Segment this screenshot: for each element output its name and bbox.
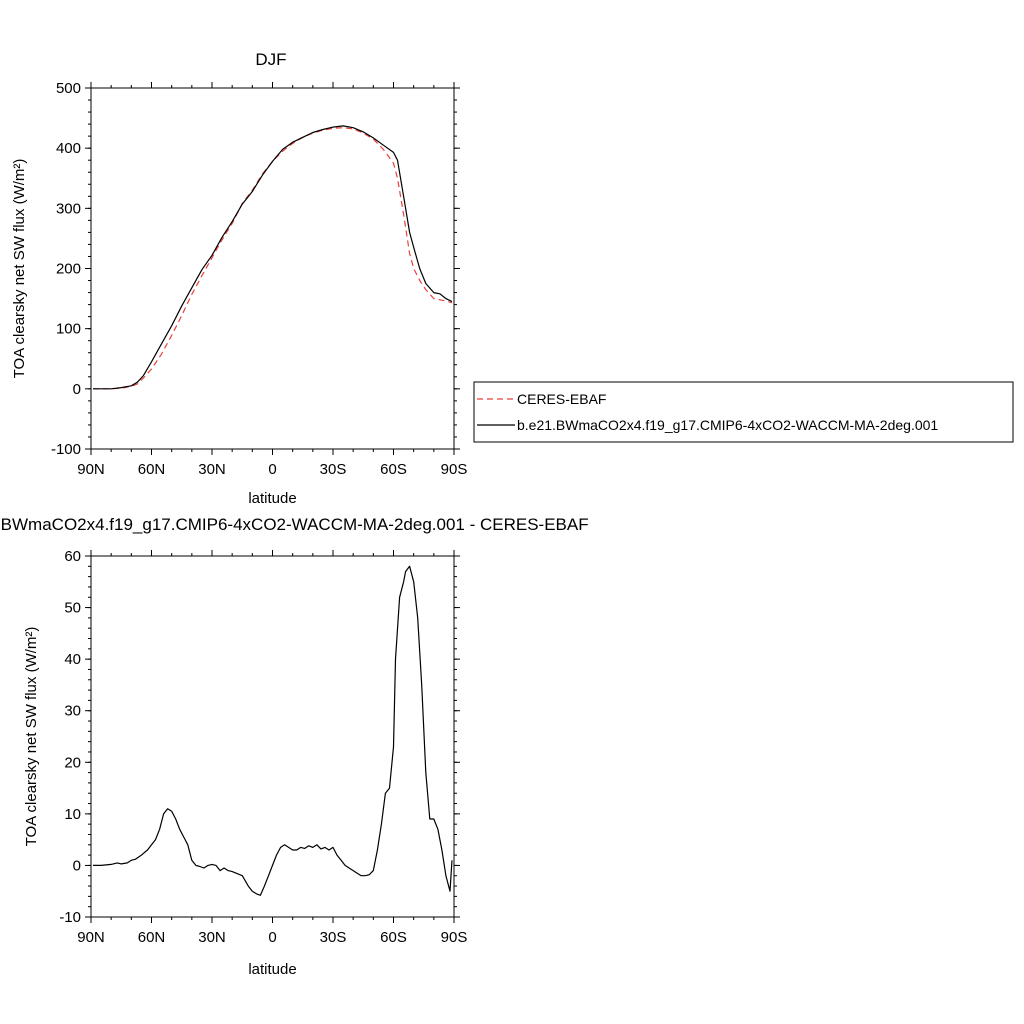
bottom-yaxis-title: TOA clearsky net SW flux (W/m²) (23, 627, 40, 847)
bottom-series-line-0 (93, 565, 453, 896)
top-xtick-label: 30N (198, 461, 226, 478)
top-xtick-label: 60N (138, 461, 166, 478)
bottom-xtick-label: 90S (441, 929, 468, 946)
legend-box (473, 381, 1014, 443)
top-xtick-label: 0 (268, 461, 276, 478)
top-xtick-label: 60S (380, 461, 407, 478)
top-plot-frame (90, 87, 455, 450)
bottom-xtick-label: 0 (268, 929, 276, 946)
bottom-ytick-label: 50 (64, 600, 81, 617)
legend: CERES-EBAF b.e21.BWmaCO2x4.f19_g17.CMIP6… (473, 381, 1014, 443)
bottom-xaxis-title: latitude (248, 961, 296, 978)
bottom-xtick-label: 60N (138, 929, 166, 946)
top-yaxis-title: TOA clearsky net SW flux (W/m²) (11, 159, 28, 379)
bottom-xtick-label: 30N (198, 929, 226, 946)
top-xtick-label: 90S (441, 461, 468, 478)
legend-label-model: b.e21.BWmaCO2x4.f19_g17.CMIP6-4xCO2-WACC… (517, 417, 938, 433)
top-ytick-label: 500 (56, 80, 81, 97)
top-panel: 90N 60N 30N 0 30S 60S 90S -100 0 100 200 300 400 500 l… (11, 80, 467, 507)
top-ytick-label: 400 (56, 140, 81, 157)
bottom-xtick-label: 60S (380, 929, 407, 946)
top-xaxis-title: latitude (248, 490, 296, 507)
top-ytick-label: 200 (56, 261, 81, 278)
top-ytick-label: 100 (56, 321, 81, 338)
bottom-ytick-label: 40 (64, 651, 81, 668)
legend-label-ceres: CERES-EBAF (517, 391, 606, 407)
top-panel-title: DJF (255, 50, 286, 69)
bottom-plot-frame (90, 555, 455, 918)
bottom-ytick-label: -10 (59, 909, 81, 926)
bottom-ytick-label: 10 (64, 806, 81, 823)
top-ytick-label: -100 (51, 441, 81, 458)
top-ytick-label: 0 (73, 381, 81, 398)
bottom-panel: 90N 60N 30N 0 30S 60S 90S -10 0 10 20 30 40 50 60 latit… (23, 548, 467, 978)
bottom-panel-title: b.e21.BWmaCO2x4.f19_g17.CMIP6-4xCO2-WACC… (0, 515, 589, 534)
top-xtick-label: 30S (320, 461, 347, 478)
top-series-line-0 (93, 127, 453, 390)
bottom-ytick-label: 0 (73, 857, 81, 874)
top-series-line-1 (93, 125, 453, 390)
bottom-xtick-label: 90N (77, 929, 105, 946)
bottom-xtick-label: 30S (320, 929, 347, 946)
bottom-ytick-label: 30 (64, 703, 81, 720)
top-xtick-label: 90N (77, 461, 105, 478)
bottom-ytick-label: 60 (64, 548, 81, 565)
bottom-ytick-label: 20 (64, 754, 81, 771)
top-ytick-label: 300 (56, 200, 81, 217)
